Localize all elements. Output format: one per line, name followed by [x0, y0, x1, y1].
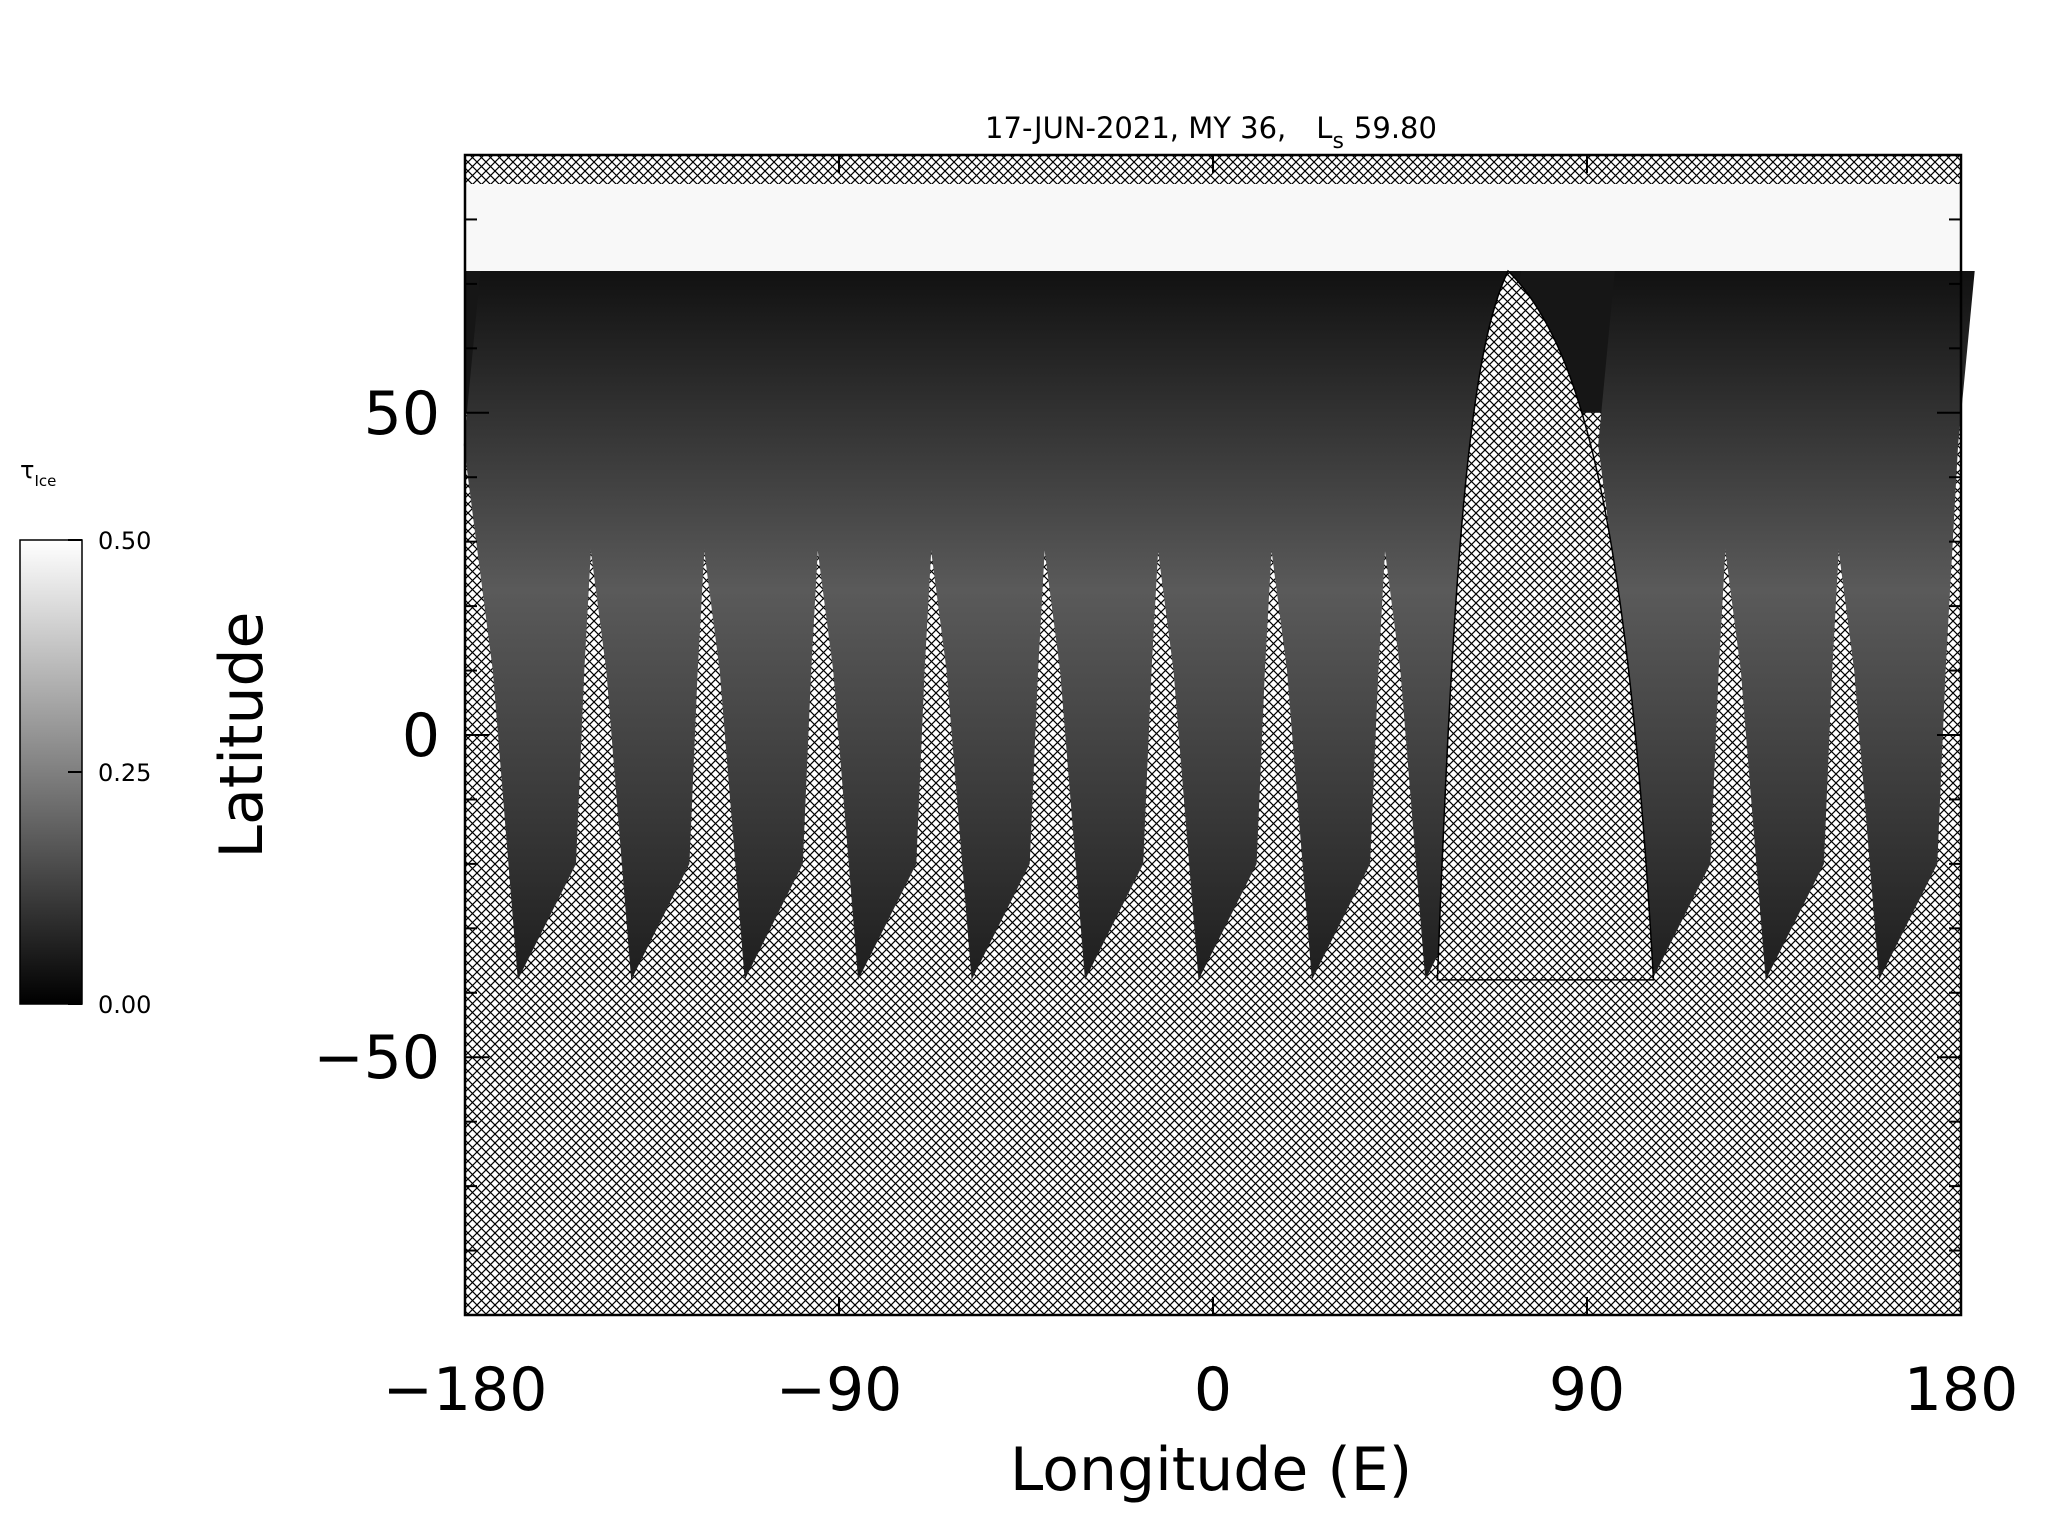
polar-cap — [465, 184, 1961, 271]
colorbar-tick-label: 0.50 — [98, 527, 151, 555]
swath — [463, 271, 614, 980]
swath — [804, 271, 954, 980]
x-axis-label: Longitude (E) — [1010, 1435, 1412, 1505]
x-tick-label: −180 — [383, 1355, 548, 1425]
swath — [1031, 271, 1181, 980]
colorbar-tick-label: 0.00 — [98, 991, 151, 1019]
swath — [577, 271, 727, 980]
swath — [1825, 271, 1975, 980]
gap-wedge — [1436, 269, 1655, 981]
swath — [1144, 271, 1294, 980]
x-tick-label: 180 — [1904, 1355, 2019, 1425]
swath — [1711, 271, 1862, 980]
title-ls-value: 59.80 — [1354, 111, 1437, 145]
map-area — [463, 153, 1975, 1317]
chart-title: 17-JUN-2021, MY 36, Ls 59.80 — [985, 111, 1437, 154]
y-axis-label: Latitude — [207, 612, 277, 859]
swath — [1598, 271, 1748, 980]
x-tick-label: −90 — [776, 1355, 903, 1425]
swath — [690, 271, 841, 980]
y-tick-label: 0 — [402, 701, 440, 771]
colorbar-symbol: τ — [20, 456, 34, 484]
y-tick-label: −50 — [313, 1023, 440, 1093]
x-tick-label: 0 — [1194, 1355, 1232, 1425]
y-tick-label: 50 — [364, 379, 440, 449]
colorbar-tick-label: 0.25 — [98, 759, 151, 787]
colorbar-subscript: Ice — [34, 472, 56, 490]
title-ls-sub: s — [1332, 129, 1343, 154]
colorbar-label: τIce — [20, 456, 56, 490]
swath — [917, 271, 1068, 980]
x-tick-label: 90 — [1549, 1355, 1625, 1425]
title-ls: L — [1316, 111, 1332, 145]
swath — [1257, 271, 1408, 980]
title-text: 17-JUN-2021, MY 36, — [985, 111, 1286, 145]
